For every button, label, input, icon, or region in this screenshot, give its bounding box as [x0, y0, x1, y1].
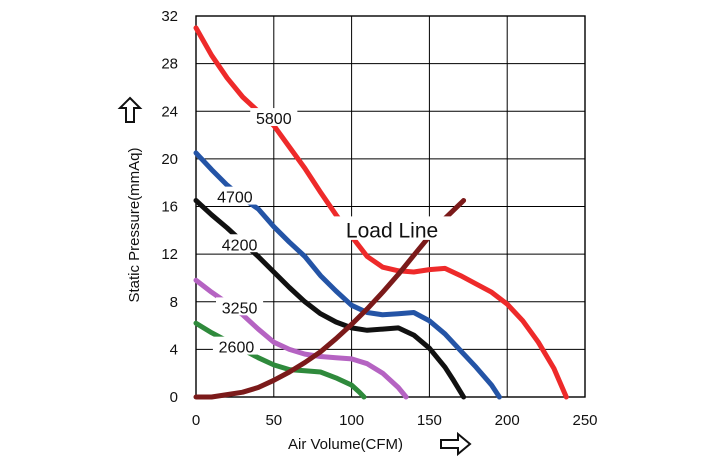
- label-layer: 5800 4700 4200 3250 2600 Load Line: [211, 108, 452, 357]
- x-axis-title: Air Volume(CFM): [288, 436, 403, 453]
- series-label-bg: [216, 234, 264, 253]
- y-tick-label: 28: [161, 56, 178, 73]
- series-label-bg: [211, 186, 259, 205]
- series-label-bg: [216, 297, 264, 316]
- series-label-5800: 5800: [256, 111, 292, 128]
- load-line-label: Load Line: [346, 219, 438, 242]
- x-tick-label: 150: [417, 412, 442, 429]
- x-tick-label: 250: [572, 412, 597, 429]
- y-tick-label: 12: [161, 246, 178, 263]
- y-tick-label: 0: [170, 389, 178, 406]
- y-tick-label: 20: [161, 151, 178, 168]
- y-tick-label: 4: [170, 341, 178, 358]
- right-arrow-icon: [440, 431, 472, 457]
- series-label-4200: 4200: [222, 237, 258, 254]
- y-axis-title: Static Pressure(mmAq): [126, 147, 143, 302]
- y-tick-label: 24: [161, 103, 178, 120]
- load-line: [193, 198, 467, 400]
- plot-frame: [195, 15, 586, 398]
- up-arrow-icon: [117, 96, 143, 123]
- series-label-bg: [250, 108, 298, 126]
- x-tick-label: 100: [339, 412, 364, 429]
- y-tick-label: 16: [161, 199, 178, 216]
- y-tick-label: 8: [170, 294, 178, 311]
- series-label-bg: [332, 216, 452, 240]
- y-tick-label: 32: [161, 8, 178, 25]
- tick-layer: 0 50 100 150 200 250 0 4 8 12 16 20 24 28 32: [161, 8, 597, 429]
- x-tick-label: 50: [265, 412, 282, 429]
- series-label-bg: [212, 336, 261, 355]
- series-label-4700: 4700: [217, 190, 253, 207]
- series-label-2600: 2600: [219, 340, 255, 357]
- x-tick-label: 200: [495, 412, 520, 429]
- grid-layer: [195, 15, 586, 398]
- x-tick-label: 0: [192, 412, 200, 429]
- series-label-3250: 3250: [222, 300, 258, 317]
